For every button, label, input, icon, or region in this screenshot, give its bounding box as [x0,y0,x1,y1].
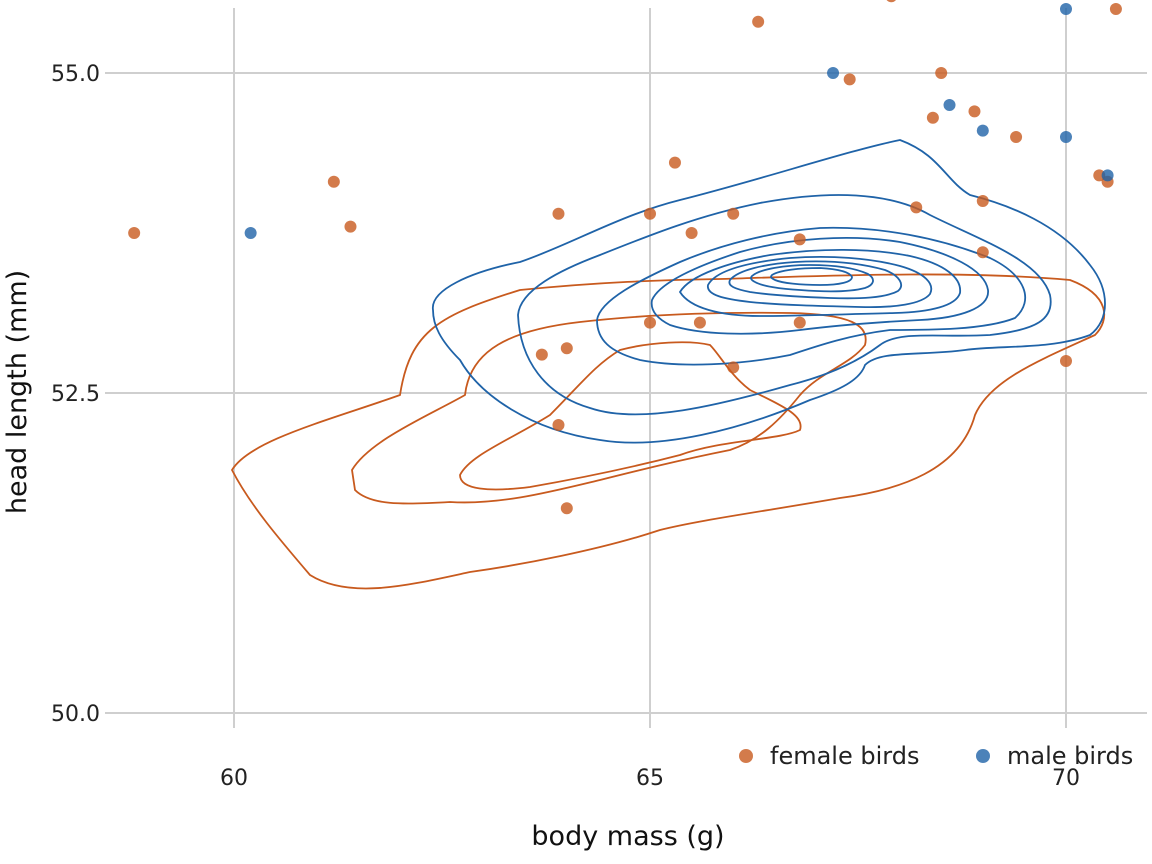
female-bird-point [976,246,989,259]
legend-label-male: male birds [1007,742,1133,770]
female-density-contour-outer [230,273,1106,590]
male-bird-point [976,124,989,137]
female-bird-point [535,348,548,361]
female-bird-point [560,342,573,355]
female-bird-point [685,227,698,239]
female-bird-point [1060,355,1072,367]
y-tick-label: 52.5 [51,382,100,407]
y-tick-label: 55.0 [51,62,100,87]
male-density-contour-8 [750,264,874,293]
male-bird-point [1060,131,1072,143]
female-bird-point [843,73,856,86]
female-bird-point [976,195,989,207]
male-density-contour-6 [707,255,933,309]
female-bird-point [644,316,656,329]
grid [105,8,1147,728]
legend-swatch-female [739,749,753,763]
female-bird-point [552,207,565,220]
x-tick-label: 65 [636,766,664,791]
female-bird-point [793,316,806,329]
male-bird-point [244,227,257,239]
female-bird-point [1010,131,1023,143]
female-bird-point [327,175,340,188]
legend-label-female: female birds [770,742,919,770]
female-density-contour-2 [351,311,867,505]
male-density-contour-outer [432,139,1106,444]
female-bird-point [752,15,765,28]
male-density-contour-5 [678,248,961,317]
female-bird-point [886,0,896,3]
female-density-contour-3 [459,341,802,491]
female-bird-point [1093,169,1106,182]
y-axis-title: head length (mm) [2,270,33,514]
female-bird-point [727,207,740,220]
female-bird-point [935,67,948,79]
male-bird-point [827,67,840,79]
female-bird-point [560,502,573,515]
data-points [128,0,1122,515]
x-tick-label: 60 [220,766,248,791]
male-bird-point [1060,3,1072,15]
male-density-contour-2 [517,194,1052,416]
density-contours [230,139,1106,590]
female-bird-point [793,233,806,246]
legend-swatch-male [976,749,990,763]
male-bird-point [943,99,956,111]
male-density-contour-4 [650,237,989,335]
x-axis-title: body mass (g) [531,821,724,852]
female-bird-point [727,361,740,374]
female-bird-point [644,207,656,220]
female-bird-point [926,111,939,124]
female-bird-point [910,201,923,214]
female-bird-point [344,220,357,233]
female-bird-point [968,105,981,118]
x-tick-label: 70 [1052,766,1080,791]
female-bird-point [1109,3,1122,15]
male-density-contour-3 [596,226,1026,366]
female-bird-point [552,419,565,431]
female-bird-point [668,156,681,169]
y-tick-label: 50.0 [51,702,100,727]
male-density-contour-9 [770,267,853,286]
legend: female birds male birds [739,742,1133,770]
male-density-contour-7 [728,260,902,300]
male-bird-point [1101,169,1114,182]
female-bird-point [128,227,141,239]
female-bird-point [693,316,706,329]
